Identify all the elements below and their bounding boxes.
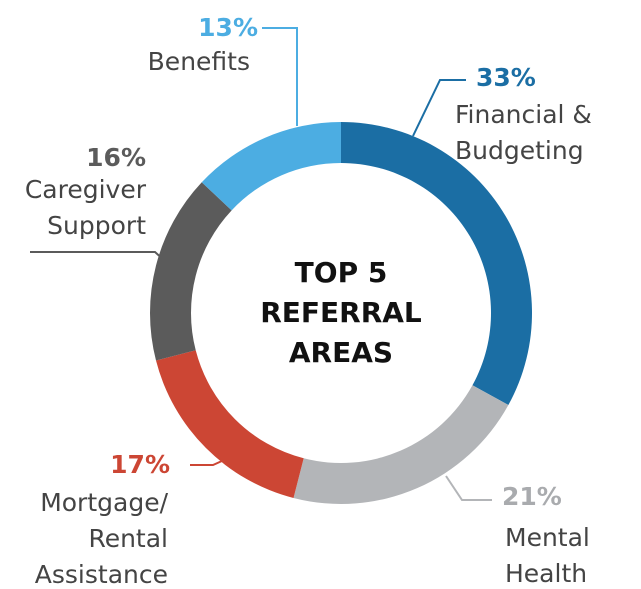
leader-line (262, 27, 298, 126)
category-label: Mortgage/ Rental Assistance (34, 488, 168, 589)
donut-segment (293, 385, 509, 505)
category-label: Mental Health (505, 523, 590, 588)
category-label: Benefits (147, 47, 250, 76)
donut-segment (156, 350, 304, 498)
value-label: 21% (502, 482, 562, 511)
center-title: TOP 5 REFERRAL AREAS (260, 256, 422, 369)
leader-line (412, 79, 466, 137)
category-label: Caregiver Support (24, 175, 146, 240)
value-label: 13% (198, 13, 258, 42)
category-label: Financial & Budgeting (455, 100, 592, 165)
donut-segment (149, 182, 232, 361)
leader-line (30, 251, 167, 263)
value-label: 17% (110, 450, 170, 479)
leader-line (445, 475, 492, 501)
value-label: 16% (86, 143, 146, 172)
leader-lines (30, 27, 492, 501)
donut-segment (341, 122, 532, 406)
value-label: 33% (476, 63, 536, 92)
donut-segment (201, 122, 341, 211)
